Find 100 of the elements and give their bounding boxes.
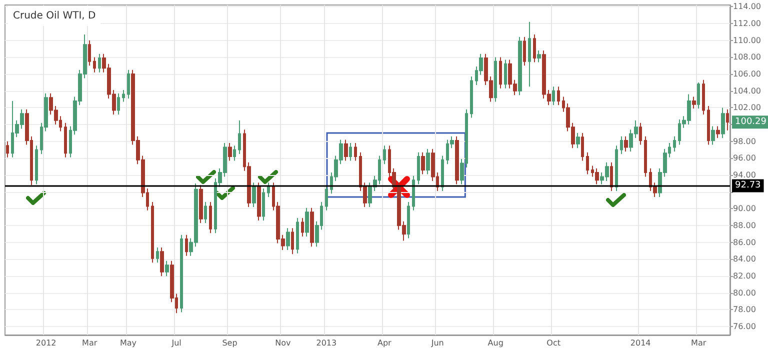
candlestick (417, 152, 420, 185)
y-tick-label: 90.00 (733, 204, 756, 214)
candlestick (620, 136, 623, 155)
ref-line-label: 92.73 (735, 180, 761, 191)
candlestick (199, 184, 203, 224)
y-tick-label: 104.00 (733, 86, 761, 96)
candlestick (528, 21, 531, 88)
candlestick (441, 155, 444, 192)
candlestick (455, 136, 459, 185)
candlestick (470, 76, 473, 118)
candlestick (64, 122, 67, 158)
y-tick-label: 108.00 (733, 52, 761, 62)
x-tick-label: Mar (691, 338, 707, 348)
candlestick (586, 152, 589, 175)
x-tick-label: Sep (222, 338, 238, 348)
candlestick (697, 82, 700, 110)
candlestick (301, 217, 304, 238)
candlestick (310, 207, 314, 248)
candlestick (344, 139, 348, 162)
candlestick (383, 145, 386, 165)
candlestick (426, 148, 430, 175)
candlestick (35, 145, 38, 185)
candlestick (151, 201, 154, 264)
y-tick-label: 102.00 (733, 103, 761, 112)
candlestick (127, 69, 130, 99)
candlestick (610, 162, 613, 192)
x-tick-label: Apr (377, 338, 392, 348)
x-tick-label: Aug (488, 338, 504, 348)
candlestick (557, 86, 560, 106)
y-tick-label: 112.00 (733, 19, 761, 28)
candlestick (6, 140, 9, 158)
candlestick (233, 145, 236, 162)
candlestick (98, 53, 101, 73)
candlestick (576, 132, 580, 149)
candlestick (716, 126, 720, 139)
candlestick (257, 182, 261, 222)
x-tick-label: Mar (82, 338, 98, 348)
candlestick (209, 201, 212, 234)
candlestick (262, 188, 265, 222)
candlestick (726, 108, 729, 131)
candlestick (702, 79, 705, 115)
candlestick (624, 136, 628, 152)
candlestick (494, 56, 497, 102)
y-tick-label: 82.00 (733, 272, 756, 281)
candlestick (160, 246, 164, 277)
candlestick (412, 175, 415, 211)
candlestick (267, 182, 270, 198)
candlestick (165, 260, 169, 277)
candlestick (291, 228, 294, 255)
candlestick (721, 107, 725, 139)
y-tick-label: 98.00 (733, 136, 756, 146)
candlestick (615, 145, 618, 192)
candlestick (349, 142, 352, 162)
candlestick (707, 106, 710, 146)
y-tick-label: 78.00 (733, 305, 756, 314)
candlestick (639, 122, 642, 146)
candlestick (286, 228, 290, 250)
candlestick (499, 56, 502, 89)
candlestick (421, 152, 425, 175)
candlestick (88, 40, 91, 66)
candlestick (552, 86, 555, 106)
candlestick (523, 36, 526, 66)
x-tick-label: Jun (430, 338, 444, 348)
candlestick (581, 132, 584, 162)
candlestick (595, 168, 599, 185)
candlestick (325, 184, 328, 211)
x-tick-label: Nov (275, 338, 291, 348)
annotation: 100.29 (735, 117, 767, 128)
y-tick-label: 94.00 (733, 170, 756, 180)
candlestick (180, 234, 183, 313)
y-tick-label: 88.00 (733, 221, 756, 230)
x-tick-label: 2013 (316, 338, 337, 348)
x-tick-label: 2014 (630, 338, 651, 348)
x-tick-label: Jul (170, 338, 182, 348)
y-tick-label: 76.00 (733, 322, 756, 332)
y-tick-label: 96.00 (733, 154, 756, 163)
candlestick (296, 217, 299, 254)
y-tick-label: 84.00 (733, 254, 756, 264)
candlestick (673, 136, 676, 152)
candlestick (692, 96, 696, 110)
candlestick (354, 142, 357, 162)
candlestick (518, 36, 522, 96)
candlestick (93, 56, 96, 73)
candlestick (117, 92, 120, 115)
x-tick-label: 2012 (36, 338, 56, 348)
candlestick (644, 136, 647, 178)
candlestick (537, 50, 541, 63)
y-tick-label: 114.00 (733, 2, 761, 12)
candlestick (504, 59, 507, 89)
x-tick-label: Oct (546, 338, 561, 348)
candlestick (238, 120, 241, 155)
x-tick-label: May (120, 338, 137, 348)
candlestick (156, 246, 159, 264)
y-tick-label: 86.00 (733, 238, 756, 247)
candlestick (204, 201, 207, 224)
text: Crude Oil WTI, D (13, 10, 96, 22)
candlestick (711, 126, 715, 146)
candlestick (305, 207, 309, 238)
y-tick-label: 110.00 (733, 36, 761, 45)
candlestick (407, 201, 410, 239)
